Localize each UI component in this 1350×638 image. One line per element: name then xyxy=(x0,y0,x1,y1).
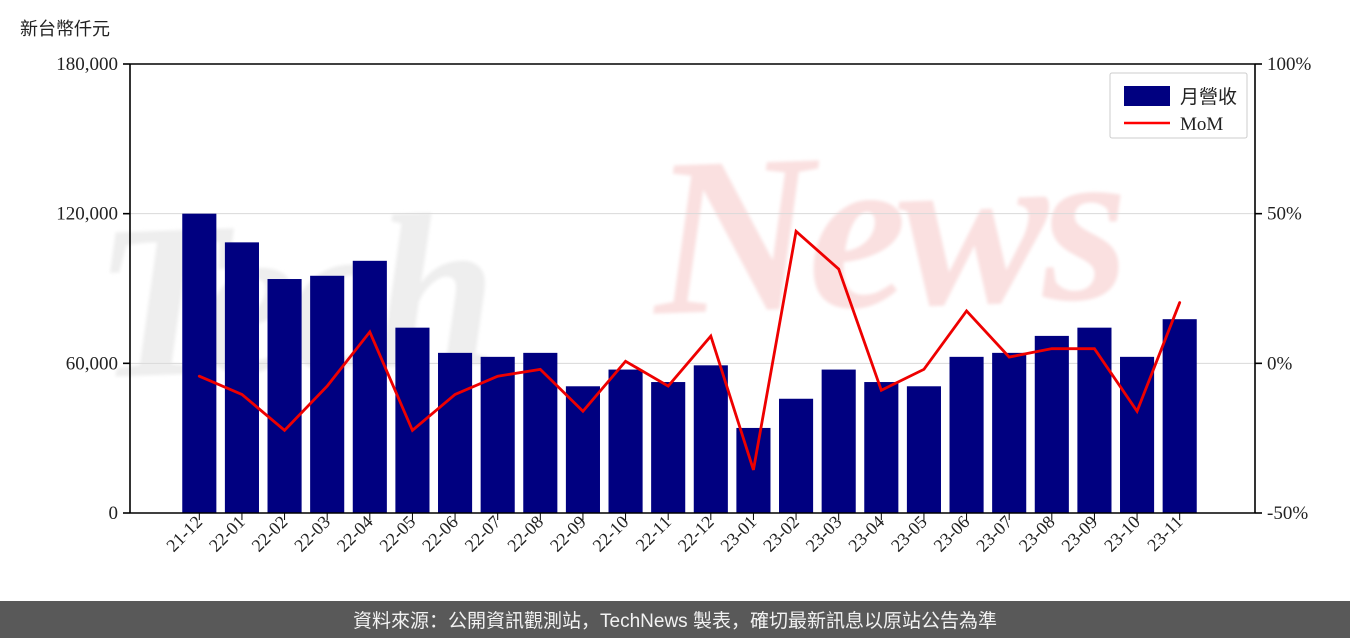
svg-text:0: 0 xyxy=(109,503,119,524)
svg-text:100%: 100% xyxy=(1267,54,1312,75)
svg-text:0%: 0% xyxy=(1267,353,1293,374)
svg-text:-50%: -50% xyxy=(1267,503,1308,524)
svg-text:50%: 50% xyxy=(1267,204,1302,225)
svg-text:120,000: 120,000 xyxy=(56,204,118,225)
svg-text:MoM: MoM xyxy=(1180,114,1223,135)
svg-text:60,000: 60,000 xyxy=(66,353,118,374)
svg-text:180,000: 180,000 xyxy=(56,54,118,75)
svg-text:月營收: 月營收 xyxy=(1180,86,1237,108)
